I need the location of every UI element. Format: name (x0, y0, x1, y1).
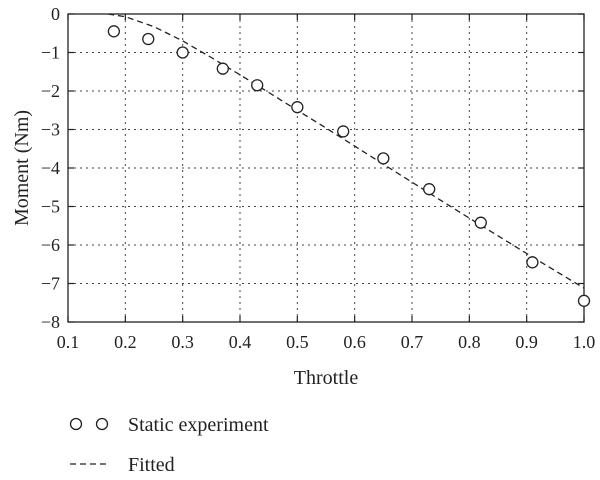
legend-item-fitted: Fitted (70, 454, 175, 476)
static-experiment-point (176, 46, 189, 59)
y-tick-label: 0 (51, 4, 60, 24)
legend-item-static-experiment: Static experiment (69, 414, 269, 436)
x-tick-label: 1.0 (573, 332, 596, 352)
static-experiment-point (216, 62, 229, 75)
y-tick-label: −6 (41, 235, 60, 255)
static-experiment-point (474, 216, 487, 229)
grid (68, 14, 584, 322)
y-tick-label: −3 (41, 120, 60, 140)
static-experiment-point (251, 79, 264, 92)
x-tick-label: 0.7 (401, 332, 424, 352)
y-tick-label: −1 (41, 43, 60, 63)
x-tick-label: 0.1 (57, 332, 80, 352)
fitted-line (107, 13, 585, 289)
static-experiment-point (377, 152, 390, 165)
y-axis-label: Moment (Nm) (11, 110, 33, 226)
series (107, 13, 591, 307)
static-experiment-point (337, 125, 350, 138)
x-tick-label: 0.2 (114, 332, 137, 352)
legend-label-static-experiment: Static experiment (128, 414, 269, 436)
static-experiment-point (107, 25, 121, 38)
y-tick-label: −5 (41, 197, 60, 217)
ticks: 0.1 0.2 0.3 0.4 0.5 0.6 0.7 0.8 0.9 1.0 0 −1 −2 −3 −4 −… (41, 4, 595, 352)
x-axis-label: Throttle (294, 367, 359, 389)
x-tick-label: 0.3 (171, 332, 194, 352)
legend: Static experiment Fitted (69, 414, 269, 476)
y-tick-label: −4 (41, 158, 60, 178)
legend-marker-circle (95, 417, 109, 431)
static-experiment-point (291, 101, 304, 114)
x-tick-label: 0.4 (229, 332, 252, 352)
y-tick-label: −2 (41, 81, 60, 101)
legend-label-fitted: Fitted (128, 454, 175, 476)
legend-marker-circle (69, 417, 83, 431)
x-tick-label: 0.6 (343, 332, 366, 352)
y-tick-label: −8 (41, 312, 60, 332)
static-experiment-point (526, 256, 539, 269)
x-tick-label: 0.9 (515, 332, 538, 352)
static-experiment-point (142, 32, 155, 46)
static-experiment-point (577, 294, 591, 307)
x-tick-label: 0.5 (286, 332, 309, 352)
y-tick-label: −7 (41, 274, 60, 294)
static-experiment-point (423, 183, 436, 196)
x-tick-label: 0.8 (458, 332, 481, 352)
